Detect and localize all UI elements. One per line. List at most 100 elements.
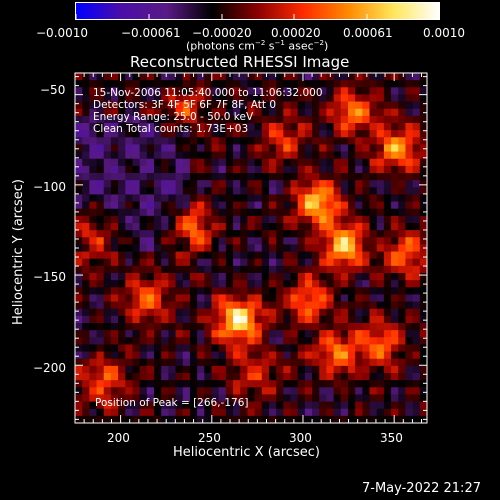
- heatmap-cell: [110, 158, 119, 167]
- heatmap-cell: [146, 151, 155, 160]
- heatmap-cell: [319, 401, 327, 410]
- heatmap-cell: [75, 215, 83, 224]
- heatmap-cell: [146, 330, 155, 338]
- heatmap-cell: [75, 158, 83, 167]
- heatmap-cell: [218, 294, 227, 302]
- heatmap-cell: [82, 358, 90, 367]
- heatmap-cell: [254, 87, 263, 95]
- heatmap-cell: [233, 401, 241, 410]
- heatmap-cell: [398, 301, 406, 310]
- heatmap-cell: [391, 173, 399, 181]
- heatmap-cell: [261, 194, 270, 202]
- heatmap-cell: [405, 123, 414, 131]
- heatmap-cell: [326, 158, 335, 167]
- heatmap-cell: [369, 201, 378, 210]
- heatmap-cell: [139, 280, 148, 288]
- heatmap-cell: [304, 73, 313, 81]
- heatmap-cell: [391, 87, 399, 95]
- heatmap-cell: [247, 380, 255, 388]
- heatmap-cell: [383, 165, 392, 174]
- heatmap-cell: [326, 330, 335, 338]
- heatmap-cell: [355, 315, 363, 324]
- heatmap-cell: [412, 280, 421, 288]
- heatmap-cell: [419, 123, 427, 131]
- heatmap-cell: [204, 80, 212, 88]
- heatmap-cell: [355, 173, 363, 181]
- heatmap-cell: [146, 173, 155, 181]
- heatmap-cell: [419, 251, 427, 260]
- heatmap-cell: [139, 144, 148, 152]
- heatmap-cell: [405, 315, 414, 324]
- heatmap-cell: [412, 180, 421, 188]
- heatmap-cell: [175, 130, 184, 138]
- heatmap-cell: [225, 323, 234, 331]
- heatmap-cell: [276, 215, 284, 224]
- heatmap-cell: [376, 73, 385, 81]
- heatmap-cell: [75, 201, 83, 210]
- heatmap-cell: [319, 115, 327, 124]
- heatmap-cell: [182, 158, 191, 167]
- heatmap-cell: [383, 208, 392, 217]
- heatmap-cell: [319, 358, 327, 367]
- heatmap-cell: [391, 201, 399, 210]
- heatmap-cell: [261, 230, 270, 238]
- heatmap-cell: [132, 87, 141, 95]
- heatmap-cell: [304, 315, 313, 324]
- heatmap-cell: [218, 201, 227, 210]
- heatmap-cell: [103, 301, 112, 310]
- heatmap-cell: [204, 208, 212, 217]
- heatmap-cell: [304, 387, 313, 395]
- heatmap-cell: [362, 244, 370, 252]
- heatmap-cell: [197, 394, 205, 402]
- heatmap-cell: [103, 287, 112, 295]
- heatmap-cell: [175, 230, 184, 238]
- heatmap-cell: [118, 323, 126, 331]
- heatmap-cell: [218, 223, 227, 231]
- heatmap-cell: [118, 137, 126, 145]
- heatmap-cell: [333, 365, 342, 374]
- heatmap-cell: [118, 387, 126, 395]
- heatmap-cell: [333, 94, 342, 102]
- heatmap-cell: [297, 244, 306, 252]
- heatmap-cell: [304, 144, 313, 152]
- heatmap-cell: [233, 101, 241, 110]
- heatmap-cell: [154, 208, 162, 217]
- heatmap-cell: [139, 373, 148, 381]
- heatmap-cell: [161, 137, 169, 145]
- heatmap-cell: [204, 115, 212, 124]
- heatmap-cell: [326, 130, 335, 138]
- heatmap-cell: [333, 351, 342, 360]
- heatmap-cell: [276, 373, 284, 381]
- heatmap-cell: [398, 294, 406, 302]
- heatmap-cell: [355, 201, 363, 210]
- heatmap-cell: [412, 165, 421, 174]
- heatmap-cell: [204, 230, 212, 238]
- heatmap-cell: [218, 373, 227, 381]
- heatmap-cell: [383, 401, 392, 410]
- heatmap-cell: [110, 180, 119, 188]
- heatmap-cell: [168, 108, 176, 117]
- heatmap-cell: [268, 373, 277, 381]
- heatmap-cell: [96, 401, 105, 410]
- heatmap-cell: [347, 230, 356, 238]
- heatmap-cell: [89, 244, 97, 252]
- heatmap-cell: [412, 101, 421, 110]
- heatmap-cell: [182, 244, 191, 252]
- heatmap-cell: [247, 208, 255, 217]
- heatmap-cell: [211, 230, 220, 238]
- heatmap-cell: [189, 187, 198, 195]
- heatmap-cell: [326, 187, 335, 195]
- heatmap-cell: [197, 223, 205, 231]
- heatmap-cell: [369, 265, 378, 274]
- heatmap-cell: [110, 344, 119, 352]
- heatmap-cell: [405, 101, 414, 110]
- heatmap-cell: [419, 230, 427, 238]
- heatmap-cell: [146, 251, 155, 260]
- heatmap-cell: [398, 201, 406, 210]
- heatmap-cell: [225, 401, 234, 410]
- heatmap-cell: [398, 394, 406, 402]
- heatmap-cell: [110, 130, 119, 138]
- heatmap-cell: [204, 94, 212, 102]
- heatmap-cell: [225, 330, 234, 338]
- heatmap-cell: [290, 194, 299, 202]
